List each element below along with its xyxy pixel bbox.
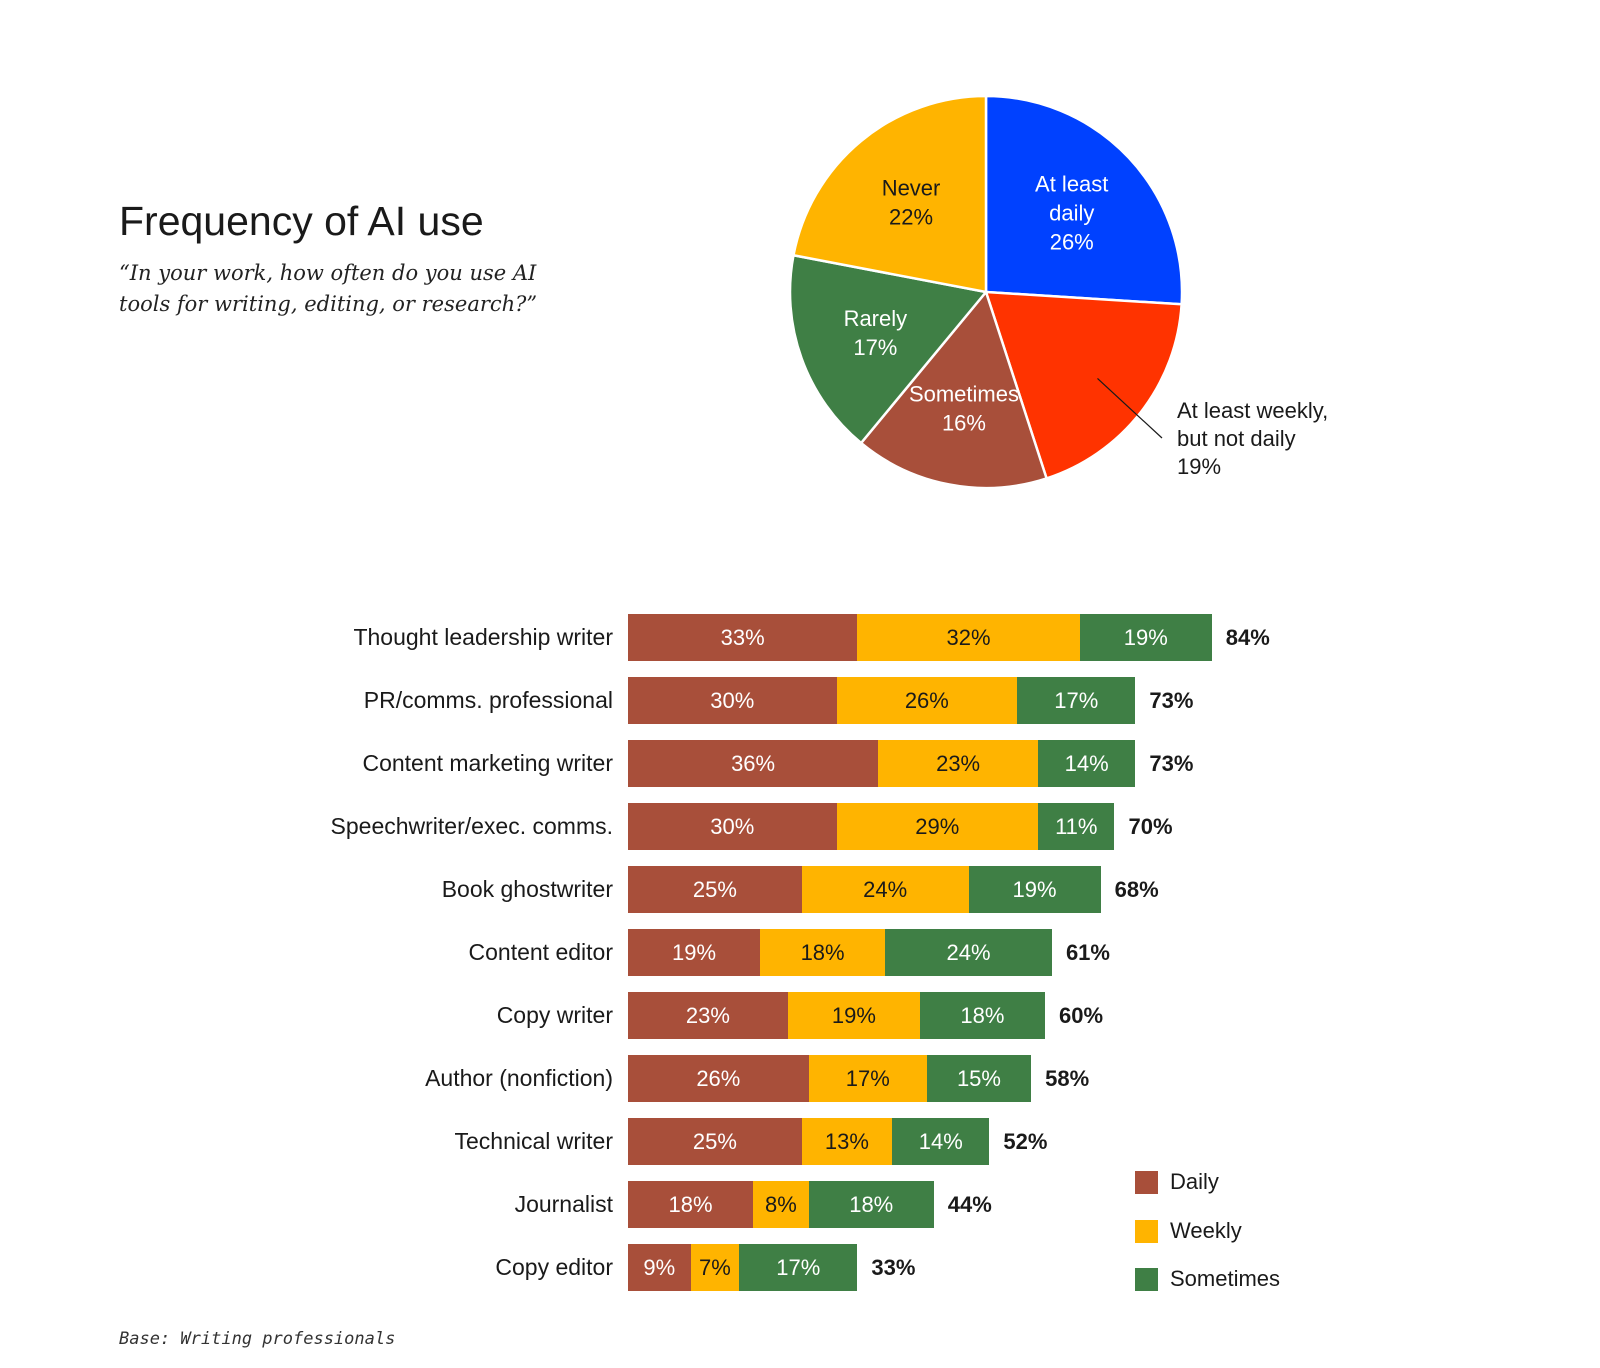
legend-swatch: [1135, 1268, 1158, 1291]
pie-leader-line: [1097, 378, 1163, 439]
pie-slice-label-4: Never 22%: [882, 175, 941, 229]
category-label: PR/comms. professional: [363, 687, 613, 713]
bar-total-label: 33%: [871, 1255, 916, 1280]
bar-total-label: 58%: [1045, 1066, 1090, 1091]
category-label: Content marketing writer: [362, 750, 613, 776]
pie-slice-1: [984, 290, 1183, 480]
bar-segment-daily: 33%: [628, 614, 858, 661]
category-label: Content editor: [468, 939, 613, 965]
bar-total-label: 52%: [1003, 1129, 1048, 1154]
pie-slice-0: [984, 94, 1184, 306]
bar-segment-sometimes: 14%: [1038, 740, 1136, 787]
pie-external-label-line2: but not daily: [1177, 426, 1296, 451]
bar-segment-weekly: 29%: [836, 803, 1039, 850]
bar-segment-sometimes: 15%: [926, 1055, 1032, 1102]
pie-external-label-line1: At least weekly,: [1177, 398, 1329, 423]
bar-segment-sometimes: 18%: [808, 1181, 934, 1228]
bar-total-label: 68%: [1114, 877, 1159, 902]
pie-slice-label-0: At least daily 26%: [1035, 171, 1108, 254]
pie-slice-label-3: Rarely 17%: [844, 306, 908, 360]
bar-segment-sometimes: 19%: [1079, 614, 1212, 661]
bar-total-label: 60%: [1059, 1003, 1104, 1028]
legend-swatch: [1135, 1171, 1158, 1194]
category-label: Speechwriter/exec. comms.: [330, 813, 613, 839]
bar-segment-weekly: 13%: [801, 1118, 893, 1165]
legend-swatch: [1135, 1219, 1158, 1243]
bar-segment-weekly: 8%: [753, 1181, 809, 1228]
bar-segment-weekly: 24%: [801, 866, 969, 913]
bar-segment-weekly: 26%: [836, 677, 1018, 724]
bar-segment-daily: 9%: [628, 1244, 691, 1291]
bar-segment-daily: 19%: [628, 929, 761, 976]
bar-total-label: 73%: [1149, 688, 1194, 713]
pie-slice-label-2: Sometimes 16%: [909, 382, 1019, 436]
bar-row: Copy writer 23% 19% 18% 60%: [0, 992, 1600, 1039]
bar-segment-sometimes: 24%: [885, 929, 1052, 976]
category-label: Book ghostwriter: [441, 876, 613, 902]
pie-slice-3: [788, 253, 989, 445]
bar-row: Book ghostwriter 25% 24% 19% 68%: [0, 866, 1600, 913]
legend-label: Sometimes: [1170, 1266, 1281, 1291]
bar-segment-sometimes: 11%: [1038, 803, 1115, 850]
bar-segment-daily: 18%: [628, 1181, 754, 1228]
category-label: Copy writer: [496, 1002, 613, 1028]
category-label: Author (nonfiction): [425, 1065, 613, 1091]
bar-segment-daily: 23%: [628, 992, 788, 1039]
bar-segment-sometimes: 17%: [739, 1244, 858, 1291]
bar-total-label: 73%: [1149, 751, 1194, 776]
bar-total-label: 61%: [1065, 940, 1110, 965]
bar-segment-weekly: 17%: [808, 1055, 927, 1102]
bar-segment-daily: 25%: [628, 866, 802, 913]
bar-total-label: 44%: [947, 1192, 992, 1217]
bar-segment-sometimes: 14%: [892, 1118, 990, 1165]
bar-segment-weekly: 19%: [787, 992, 920, 1039]
base-note: Base: Writing professionals: [119, 1329, 396, 1349]
bar-row: Journalist 18% 8% 18% 44%: [0, 1181, 1600, 1228]
bar-segment-weekly: 18%: [760, 929, 886, 976]
bar-segment-daily: 36%: [628, 740, 879, 787]
legend-label: Weekly: [1170, 1217, 1242, 1243]
bar-segment-daily: 25%: [628, 1118, 802, 1165]
bar-total-label: 70%: [1128, 814, 1173, 839]
bar-total-label: 84%: [1225, 625, 1270, 650]
bar-row: Content marketing writer 36% 23% 14% 73%: [0, 740, 1600, 787]
bar-row: Thought leadership writer 33% 32% 19% 84%: [0, 614, 1600, 661]
bar-segment-weekly: 7%: [690, 1244, 740, 1291]
pie-slice-4: [792, 94, 988, 294]
bar-segment-weekly: 23%: [878, 740, 1039, 787]
bar-row: Author (nonfiction) 26% 17% 15% 58%: [0, 1055, 1600, 1102]
bar-row: Copy editor 9% 7% 17% 33%: [0, 1244, 1600, 1291]
pie-external-label-value: 19%: [1177, 454, 1222, 479]
bar-segment-sometimes: 17%: [1017, 677, 1136, 724]
bar-segment-sometimes: 19%: [968, 866, 1101, 913]
bar-segment-sometimes: 18%: [919, 992, 1045, 1039]
chart-subtitle: “In your work, how often do you use AI t…: [119, 261, 538, 316]
pie-slice-2: [859, 289, 1049, 490]
pie-chart: At least daily 26% Sometimes 16%Rarely 17% Nev…: [788, 94, 1184, 490]
category-label: Copy editor: [495, 1254, 613, 1280]
bar-row: Content editor 19% 18% 24% 61%: [0, 929, 1600, 976]
legend-label: Daily: [1170, 1169, 1219, 1194]
pie-external-label: At least weekly, but not daily 19%: [1177, 397, 1328, 481]
chart-title: Frequency of AI use: [119, 198, 484, 244]
category-label: Technical writer: [454, 1128, 614, 1154]
bar-segment-weekly: 32%: [857, 614, 1080, 661]
bar-row: Speechwriter/exec. comms. 30% 29% 11% 70%: [0, 803, 1600, 850]
bar-segment-daily: 30%: [628, 803, 837, 850]
category-label: Thought leadership writer: [353, 624, 613, 650]
bar-segment-daily: 30%: [628, 677, 837, 724]
bar-row: Technical writer 25% 13% 14% 52%: [0, 1118, 1600, 1165]
bar-segment-daily: 26%: [628, 1055, 809, 1102]
bar-row: PR/comms. professional 30% 26% 17% 73%: [0, 677, 1600, 724]
category-label: Journalist: [514, 1191, 613, 1217]
